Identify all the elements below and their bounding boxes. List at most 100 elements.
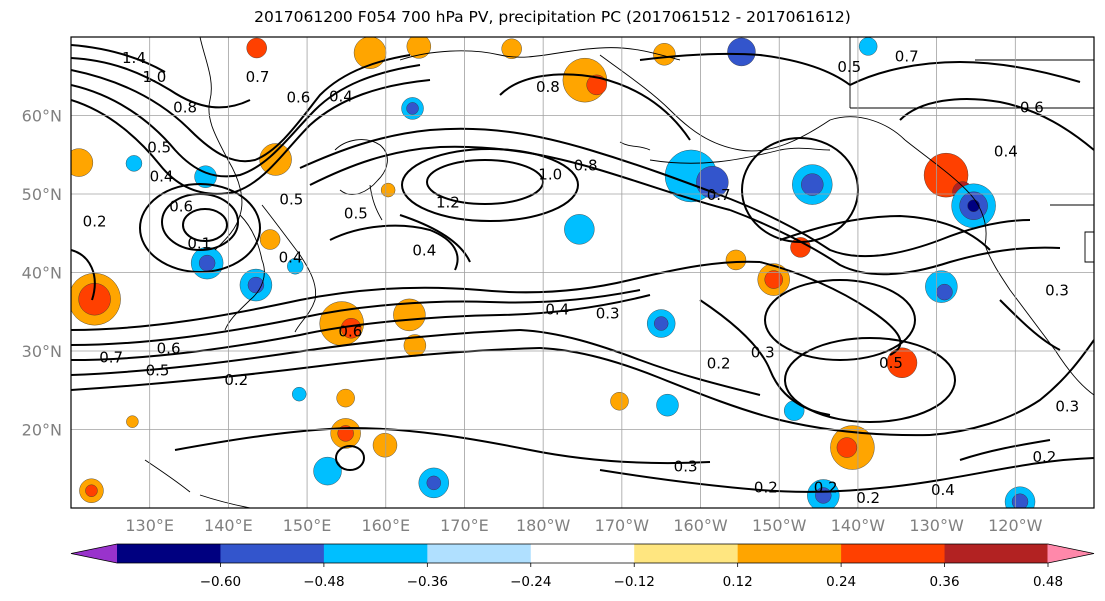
coastline-philippines: [144, 459, 251, 508]
colorbar-segment: [117, 544, 221, 563]
precip-anomaly-blob: [564, 214, 595, 245]
pv-contour: [729, 209, 1061, 276]
pv-contour: [999, 299, 1061, 351]
contour-label: 0.8: [173, 99, 197, 117]
coastline-california: [984, 244, 1094, 396]
pv-contour: [539, 347, 931, 437]
map-frame: [70, 36, 1095, 509]
contour-label: 0.4: [545, 300, 569, 318]
latitude-label: 40°N: [22, 264, 62, 283]
contour-label: 0.5: [344, 205, 368, 223]
precip-anomaly-blob: [259, 229, 281, 250]
coastline-siberia: [399, 47, 681, 61]
latitude-label: 20°N: [22, 421, 62, 440]
pv-contour: [174, 426, 711, 465]
contour-label: 0.4: [994, 143, 1018, 161]
coastline-aleutians: [649, 147, 831, 164]
borders-north-america: [849, 37, 1094, 206]
longitude-label: 170°E: [440, 516, 489, 535]
longitude-label: 140°E: [204, 516, 253, 535]
colorbar-tick-label: 0.36: [930, 574, 960, 590]
contour-label: 0.8: [574, 157, 598, 175]
colorbar-tick-label: 0.12: [723, 574, 753, 590]
coastline-korea: [224, 214, 265, 331]
precip-anomaly-blob: [71, 148, 94, 177]
longitude-label: 170°W: [595, 516, 650, 535]
precip-anomaly-blob: [313, 456, 342, 486]
precip-anomaly-blob: [586, 74, 607, 96]
coastlines: [144, 37, 1094, 508]
precip-anomaly-blob: [246, 37, 267, 59]
colorbar-segment: [220, 544, 325, 563]
pv-contour-closed: [335, 445, 365, 471]
contour-label: 0.7: [246, 68, 270, 86]
contour-label: 0.5: [837, 58, 861, 76]
contour-label: 0.6: [157, 340, 181, 358]
precip-anomaly-blob: [725, 249, 747, 271]
contour-label: 0.6: [169, 198, 193, 216]
precip-anomaly-blob: [259, 143, 292, 176]
coastline-alaska: [599, 54, 906, 152]
pv-contour: [71, 289, 641, 346]
precip-anomaly-blob: [336, 388, 355, 408]
precip-anomaly-blob: [85, 484, 98, 497]
longitude-label: 160°W: [673, 516, 728, 535]
contour-label: 0.7: [895, 48, 919, 66]
colorbar-tick-label: −0.36: [407, 574, 448, 590]
pv-contour: [71, 329, 521, 376]
precip-anomaly-blob: [380, 182, 396, 198]
coastline-kamchatka-tip: [369, 184, 383, 221]
precip-anomaly-blob: [936, 283, 953, 301]
map-title: 2017061200 F054 700 hPa PV, precipitatio…: [254, 8, 851, 26]
pv-contour: [599, 457, 1094, 493]
colorbar-tick-label: −0.48: [303, 574, 344, 590]
latitude-label: 30°N: [22, 342, 62, 361]
precip-anomaly-blob: [653, 316, 669, 331]
contour-label: 0.6: [338, 322, 362, 340]
contour-label: 0.5: [147, 139, 171, 157]
contour-label: 0.5: [146, 362, 170, 380]
contour-label: 0.4: [412, 242, 436, 260]
pv-contour: [299, 127, 721, 196]
precip-anomaly-blob: [501, 38, 522, 59]
colorbar-tick-label: 0.24: [826, 574, 856, 590]
contour-label: 0.6: [1020, 99, 1044, 117]
coastline-islands: [619, 141, 651, 151]
colorbar-tick-label: −0.24: [510, 574, 551, 590]
contour-label: 0.4: [931, 481, 955, 499]
contour-label: 0.2: [856, 489, 880, 507]
contour-label: 0.4: [150, 168, 174, 186]
precip-anomaly-blob: [801, 173, 824, 196]
pv-contour: [71, 57, 251, 109]
contour-label: 0.5: [279, 190, 303, 208]
precip-anomaly-blob: [836, 437, 858, 458]
pv-contour-closed: [182, 208, 228, 242]
latitude-label: 50°N: [22, 185, 62, 204]
coastline-bc: [904, 139, 987, 246]
latitude-label: 60°N: [22, 107, 62, 126]
pv-contour: [759, 261, 902, 356]
colorbar: −0.60 −0.48 −0.36 −0.24 −0.12 0.12 0.24 0.36 0.4…: [70, 543, 1095, 590]
precip-anomaly-blob: [858, 37, 878, 56]
pv-contours: [71, 44, 1094, 493]
precip-anomaly-blob: [610, 392, 629, 411]
pv-contour-closed: [139, 183, 261, 273]
precip-anomaly-blob: [372, 433, 398, 458]
contour-labels: 1.41.0 0.70.6 0.40.80.50.40.6 0.50.50.20.10…: [83, 48, 1079, 507]
contour-label: 0.2: [814, 479, 838, 497]
longitude-labels: 130°E 140°E 150°E 160°E 170°E 180°W 170°W 160°W…: [125, 516, 1042, 535]
pv-contour: [71, 64, 421, 178]
contour-label: 0.2: [224, 371, 248, 389]
longitude-label: 180°W: [516, 516, 571, 535]
colorbar-tick-label: 0.48: [1033, 574, 1063, 590]
precip-anomaly-blob: [886, 347, 918, 378]
contour-label: 0.7: [707, 186, 731, 204]
pv-contour: [719, 194, 1031, 258]
contour-label: 1.4: [122, 49, 146, 67]
pv-contour: [959, 439, 1051, 461]
precip-anomaly-blob: [967, 199, 980, 212]
colorbar-segment: [530, 544, 635, 563]
colorbar-tick-label: −0.12: [614, 574, 655, 590]
pv-contour: [899, 98, 1094, 151]
